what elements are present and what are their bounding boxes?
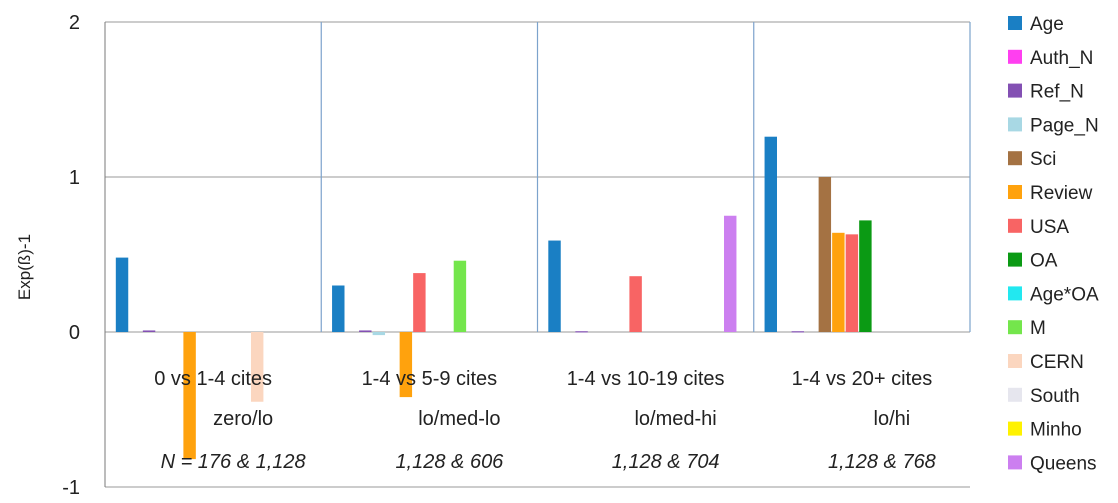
legend-swatch — [1008, 286, 1022, 301]
bar-age — [332, 285, 345, 332]
legend-item: Queens — [1008, 453, 1097, 474]
category-sublabel: zero/lo — [213, 408, 273, 430]
legend: Age Auth_N Ref_N Page_N Sci Review USA OA Age*OA… — [1008, 14, 1099, 474]
bar-cern — [250, 332, 264, 402]
bar-age — [764, 136, 777, 332]
bars — [115, 136, 872, 460]
legend-swatch — [1008, 83, 1022, 98]
bar-review — [832, 232, 845, 332]
legend-label: M — [1030, 318, 1046, 339]
legend-item: Age — [1008, 14, 1064, 35]
legend-item: Page_N — [1008, 115, 1099, 136]
legend-label: Page_N — [1030, 115, 1099, 136]
bar-usa — [845, 234, 859, 332]
y-tick-label: -1 — [62, 477, 80, 498]
legend-label: Sci — [1030, 149, 1056, 170]
legend-item: South — [1008, 386, 1080, 407]
sample-size-label: 1,128 & 768 — [828, 451, 936, 473]
legend-item: Review — [1008, 183, 1093, 204]
legend-label: USA — [1030, 217, 1069, 238]
legend-label: South — [1030, 386, 1080, 407]
legend-swatch — [1008, 421, 1022, 436]
legend-label: OA — [1030, 251, 1058, 272]
bar-review — [183, 332, 196, 460]
legend-swatch — [1008, 185, 1022, 199]
category-label: 1-4 vs 10-19 cites — [567, 368, 725, 390]
legend-swatch — [1008, 151, 1022, 166]
legend-label: Review — [1030, 183, 1093, 204]
legend-swatch — [1008, 455, 1022, 470]
legend-item: Sci — [1008, 149, 1056, 170]
y-tick-label: 2 — [69, 12, 80, 34]
bar-ref-n — [575, 331, 588, 333]
legend-label: Ref_N — [1030, 82, 1084, 103]
axes: -1 0 1 2 — [62, 12, 106, 499]
sample-size-label: N = 176 & 1,128 — [161, 451, 306, 473]
legend-swatch — [1008, 49, 1022, 64]
legend-label: Minho — [1030, 420, 1082, 441]
bar-age — [115, 257, 129, 332]
category-label: 1-4 vs 20+ cites — [792, 368, 933, 390]
legend-item: USA — [1008, 217, 1069, 238]
legend-label: Queens — [1030, 453, 1097, 474]
legend-item: M — [1008, 318, 1046, 339]
legend-item: Minho — [1008, 420, 1082, 441]
category-labels: 0 vs 1-4 cites zero/lo N = 176 & 1,128 1-4 … — [154, 368, 936, 473]
category-sublabel: lo/hi — [874, 408, 911, 430]
sample-size-label: 1,128 & 606 — [395, 451, 504, 473]
category-label: 0 vs 1-4 cites — [154, 368, 272, 390]
legend-item: Age*OA — [1008, 284, 1099, 305]
legend-swatch — [1008, 16, 1022, 30]
legend-item: Auth_N — [1008, 48, 1093, 69]
category-sublabel: lo/med-hi — [634, 408, 716, 430]
bar-usa — [629, 276, 642, 332]
legend-label: Age*OA — [1030, 284, 1099, 305]
bar-sci — [818, 177, 832, 332]
legend-swatch — [1008, 354, 1022, 368]
bar-age — [548, 240, 561, 332]
legend-swatch — [1008, 252, 1022, 267]
legend-label: Age — [1030, 14, 1064, 35]
bar-usa — [413, 273, 426, 332]
legend-swatch — [1008, 117, 1022, 132]
y-tick-label: 1 — [69, 167, 80, 189]
legend-item: CERN — [1008, 352, 1084, 373]
category-sublabel: lo/med-lo — [418, 408, 500, 430]
bar-ref-n — [359, 330, 372, 332]
legend-item: Ref_N — [1008, 82, 1084, 103]
bar-ref-n — [791, 331, 805, 333]
sample-size-label: 1,128 & 704 — [612, 451, 720, 473]
bar-m — [453, 260, 467, 332]
bar-queens — [724, 215, 737, 332]
legend-item: OA — [1008, 251, 1058, 272]
legend-label: Auth_N — [1030, 48, 1093, 69]
bar-page-n — [372, 332, 386, 336]
legend-swatch — [1008, 320, 1022, 335]
legend-label: CERN — [1030, 352, 1084, 373]
bar-review — [399, 332, 413, 398]
legend-swatch — [1008, 387, 1022, 402]
bar-ref-n — [142, 330, 156, 332]
y-tick-label: 0 — [69, 322, 80, 344]
y-axis-label: Exp(ß)-1 — [15, 234, 34, 300]
category-label: 1-4 vs 5-9 cites — [362, 368, 498, 390]
bar-oa — [859, 220, 872, 332]
grid — [105, 21, 971, 488]
legend-swatch — [1008, 218, 1022, 233]
